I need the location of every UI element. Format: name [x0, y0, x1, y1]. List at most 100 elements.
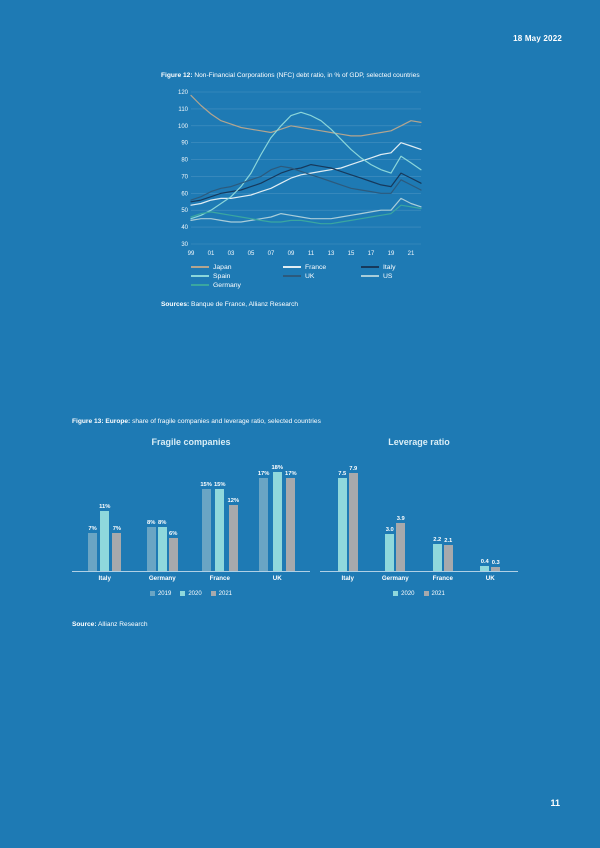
- bar: [259, 477, 269, 571]
- bar-value-label: 18%: [271, 465, 284, 472]
- bar-unit-germany-2020: 8%: [157, 520, 167, 571]
- legend-line-swatch: [191, 266, 209, 269]
- figure-13: Figure 13: Europe: share of fragile comp…: [72, 418, 518, 628]
- figure-12-sources-text: Banque de France, Allianz Research: [189, 300, 299, 308]
- category-label-france: France: [209, 574, 230, 582]
- legend-label: UK: [305, 272, 315, 280]
- bar-group-uk: 0.4 0.3: [467, 559, 515, 571]
- bar-value-label: 17%: [257, 470, 270, 477]
- bar: [100, 510, 110, 571]
- bar-group-uk: 17% 18% 17%: [249, 465, 307, 571]
- legend-label: Italy: [383, 263, 396, 271]
- bar: [272, 472, 282, 571]
- figure-13-source-label: Source:: [72, 620, 97, 628]
- bar: [157, 527, 167, 571]
- bar-unit-france-2020: 2.2: [432, 536, 442, 571]
- fragile-companies-chart: Fragile companies 7% 11% 7% 8% 8% 6% 15% 15% 12%…: [72, 437, 310, 597]
- bar: [168, 538, 178, 571]
- bar-group-france: 2.2 2.1: [419, 537, 467, 571]
- legend-label: 2021: [218, 590, 233, 597]
- bar: [396, 522, 406, 571]
- svg-text:01: 01: [208, 251, 215, 257]
- bar-value-label: 2.1: [444, 537, 453, 544]
- svg-text:30: 30: [181, 242, 188, 248]
- bar: [146, 527, 156, 571]
- fragile-companies-legend: 2019 2020 2021: [72, 591, 310, 597]
- bar-value-label: 17%: [285, 470, 297, 477]
- bar: [348, 473, 358, 571]
- bar-value-label: 11%: [99, 503, 111, 510]
- page-number: 11: [550, 798, 560, 808]
- nfc-line-chart-svg: 30 40 50 60 70 80 90 100 110 120 99 01 03 05 07 09 11 13 1…: [178, 90, 422, 257]
- bar-unit-italy-2020: 7.5: [337, 471, 347, 571]
- bar-unit-germany-2021: 3.9: [396, 515, 406, 571]
- legend-item-italy: Italy: [361, 264, 431, 271]
- nfc-line-chart: 30 40 50 60 70 80 90 100 110 120 99 01 03 05 07 09 11 13 1…: [169, 86, 461, 263]
- svg-text:15: 15: [348, 251, 355, 257]
- figure-13-caption-label: Figure 13: Europe:: [72, 418, 131, 425]
- bar-value-label: 6%: [169, 531, 178, 538]
- bar-unit-france-2021: 12%: [227, 498, 240, 571]
- legend-item-2021: 2021: [210, 590, 233, 597]
- bar-value-label: 2.2: [433, 536, 442, 543]
- legend-label: 2020: [401, 590, 415, 597]
- svg-text:05: 05: [248, 251, 255, 257]
- svg-text:11: 11: [308, 251, 315, 257]
- svg-text:70: 70: [181, 174, 188, 180]
- svg-text:21: 21: [408, 251, 415, 257]
- figure-13-source-text: Allianz Research: [96, 620, 148, 628]
- legend-line-swatch: [283, 266, 301, 269]
- legend-label: France: [305, 263, 327, 271]
- bar-group-germany: 8% 8% 6%: [134, 520, 192, 571]
- bar-value-label: 12%: [227, 498, 240, 505]
- leverage-ratio-chart: Leverage ratio 7.5 7.9 3.0 3.9 2.2 2.1 0.4 0.3 …: [320, 437, 518, 597]
- bar: [215, 488, 225, 571]
- bar-value-label: 7%: [112, 525, 122, 532]
- svg-text:60: 60: [181, 191, 188, 197]
- category-label-germany: Germany: [148, 574, 176, 582]
- legend-square-swatch: [149, 591, 155, 597]
- legend-item-2021: 2021: [423, 591, 445, 597]
- bar: [88, 532, 98, 571]
- figure-13-source: Source: Allianz Research: [72, 621, 518, 628]
- figure-12-caption-text: Non-Financial Corporations (NFC) debt ra…: [192, 72, 420, 79]
- bar-unit-germany-2019: 8%: [146, 520, 156, 571]
- leverage-ratio-title: Leverage ratio: [388, 436, 450, 447]
- category-label-uk: UK: [272, 574, 282, 582]
- legend-item-france: France: [283, 264, 361, 271]
- figure-13-charts: Fragile companies 7% 11% 7% 8% 8% 6% 15% 15% 12%…: [72, 437, 518, 597]
- legend-item-uk: UK: [283, 273, 361, 280]
- bar-unit-uk-2020: 0.4: [480, 558, 490, 571]
- bar-unit-italy-2021: 7.9: [348, 466, 358, 571]
- leverage-ratio-categories: Italy Germany France UK: [320, 572, 518, 582]
- bar: [286, 477, 296, 571]
- bar-value-label: 7.9: [349, 466, 358, 473]
- bar-unit-italy-2019: 7%: [88, 526, 98, 571]
- bar-value-label: 8%: [158, 520, 167, 527]
- legend-line-swatch: [191, 284, 209, 287]
- svg-text:09: 09: [288, 251, 295, 257]
- bar-value-label: 3.9: [396, 515, 405, 522]
- svg-text:110: 110: [178, 107, 188, 113]
- legend-label: US: [383, 272, 393, 280]
- fragile-companies-plot: 7% 11% 7% 8% 8% 6% 15% 15% 12% 17% 18% 17%: [72, 459, 310, 572]
- bar: [443, 544, 453, 571]
- fragile-companies-categories: Italy Germany France UK: [72, 572, 310, 582]
- legend-label: Spain: [213, 272, 231, 280]
- category-label-italy: Italy: [98, 574, 111, 582]
- leverage-ratio-legend: 2020 2021: [320, 591, 518, 597]
- bar: [491, 567, 501, 571]
- category-label-italy: Italy: [341, 574, 354, 582]
- bar-value-label: 7.5: [338, 471, 347, 477]
- legend-square-swatch: [180, 591, 186, 597]
- bar-value-label: 0.4: [480, 558, 489, 565]
- legend-item-2020: 2020: [393, 590, 415, 597]
- bar-value-label: 15%: [200, 481, 212, 488]
- bar-unit-france-2020: 15%: [214, 482, 226, 571]
- bar-group-france: 15% 15% 12%: [191, 482, 249, 571]
- legend-item-spain: Spain: [191, 273, 283, 280]
- figure-12-sources-label: Sources:: [161, 300, 190, 308]
- bar-unit-germany-2020: 3.0: [385, 527, 395, 571]
- bar-unit-uk-2019: 17%: [257, 470, 270, 571]
- bar: [112, 532, 122, 571]
